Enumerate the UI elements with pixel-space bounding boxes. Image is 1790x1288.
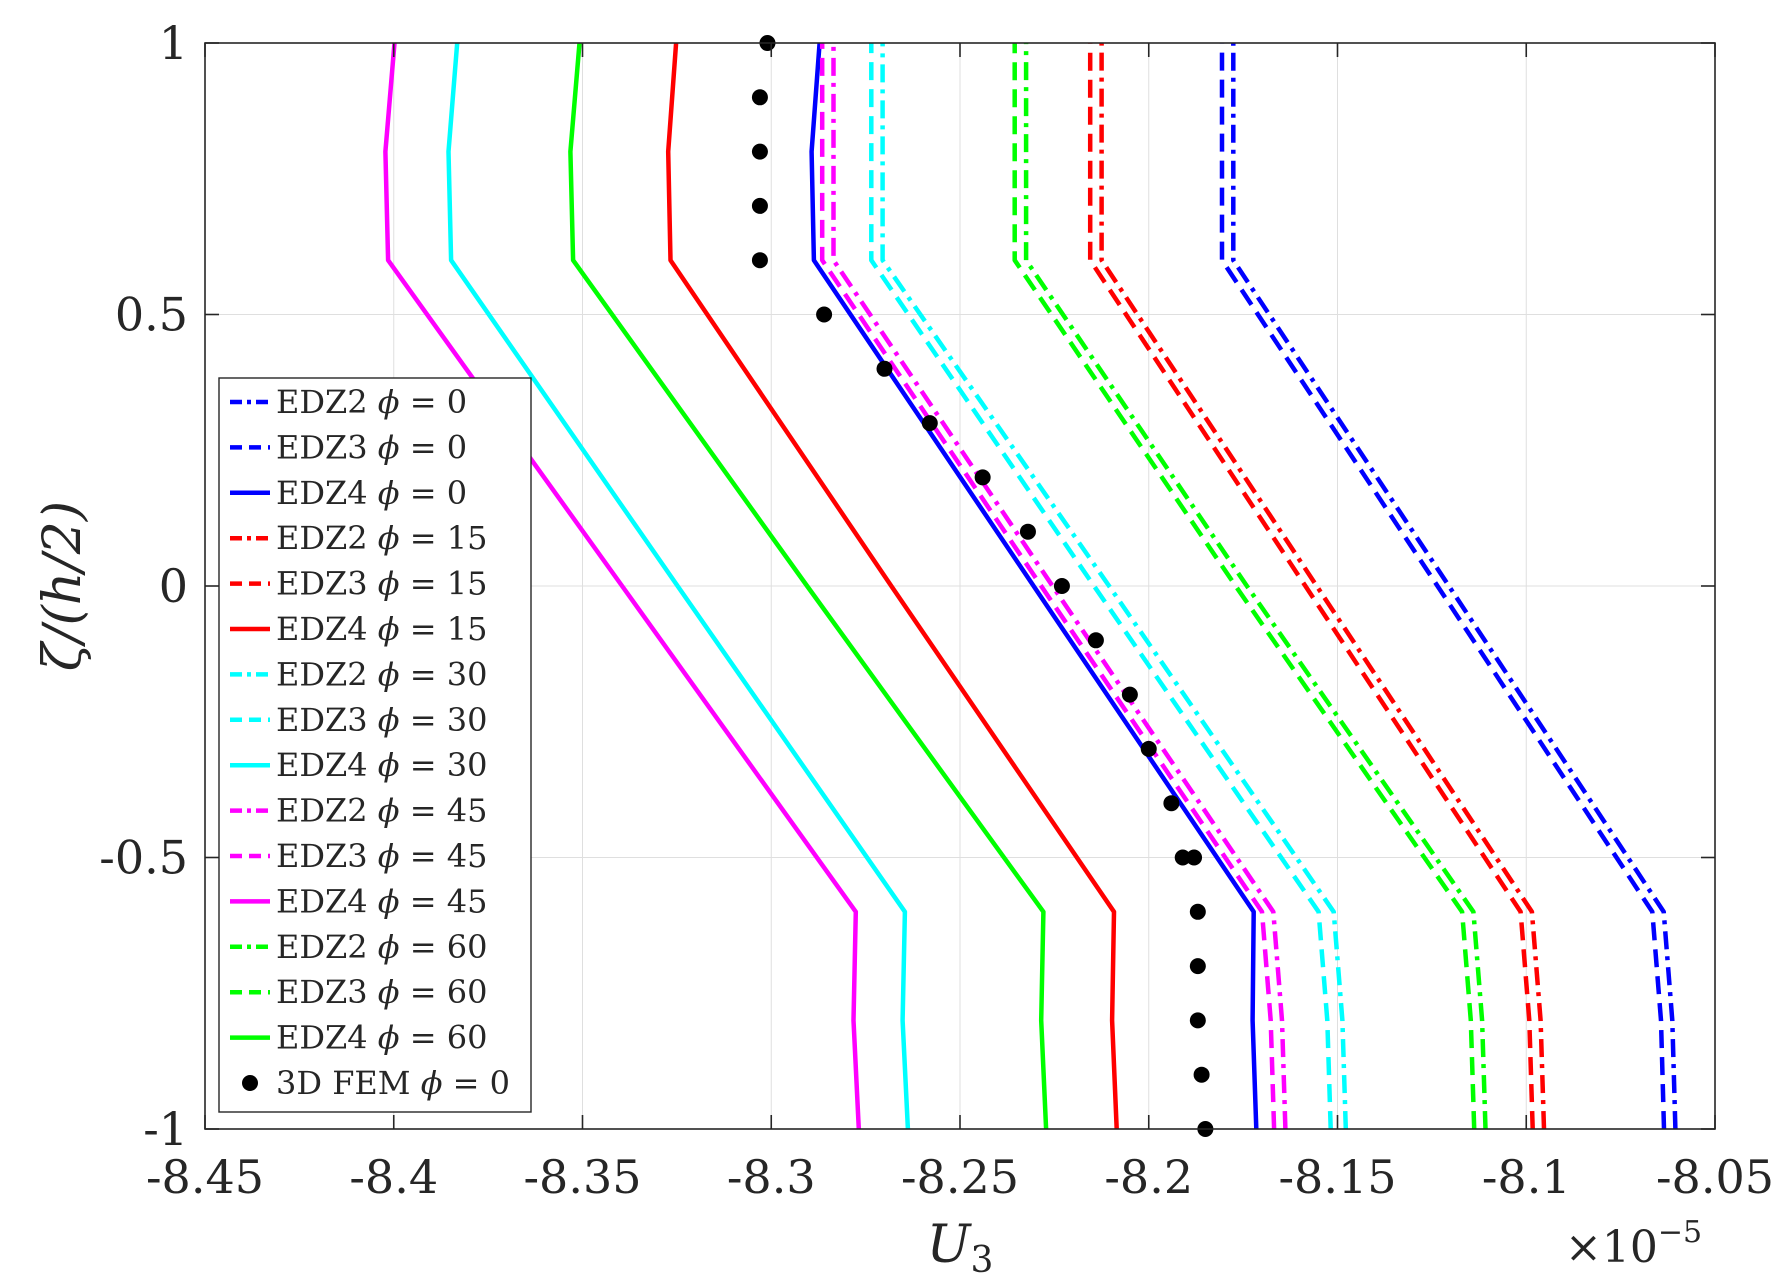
fem-data-point	[1163, 795, 1180, 812]
y-tick-label: 1	[159, 16, 188, 70]
fem-data-point	[1174, 849, 1191, 866]
legend-label: EDZ2 ϕ = 30	[276, 655, 487, 693]
fem-data-point	[876, 360, 893, 377]
fem-data-point	[1121, 686, 1138, 703]
legend-label: EDZ2 ϕ = 15	[276, 519, 487, 557]
legend: EDZ2 ϕ = 0 EDZ3 ϕ = 0 EDZ4 ϕ = 0 EDZ2 ϕ = 1…	[218, 377, 532, 1113]
tick-labels: -8.45 -8.4 -8.35 -8.3 -8.25 -8.2 -8.15 -8.1 -8.0…	[99, 16, 1774, 1204]
x-axis-title: U3	[927, 1215, 994, 1281]
series-line-edz3-0	[1219, 43, 1667, 1130]
x-tick-label: -8.15	[1279, 1150, 1397, 1204]
x-tick-label: -8.45	[146, 1150, 264, 1204]
legend-entry: EDZ3 ϕ = 60	[230, 973, 487, 1011]
series-line-edz4-0	[809, 42, 1259, 1130]
series-line-edz2-0	[1231, 43, 1678, 1130]
series-line-edz3-60	[1012, 43, 1477, 1130]
fem-data-point	[751, 143, 768, 160]
series-line-edz2-60	[1023, 43, 1488, 1130]
legend-label: 3D FEM ϕ = 0	[276, 1064, 510, 1102]
legend-entry: EDZ2 ϕ = 30	[230, 655, 487, 693]
legend-entry: EDZ4 ϕ = 30	[230, 746, 487, 784]
x-tick-label: -8.05	[1656, 1150, 1774, 1204]
legend-entry: EDZ3 ϕ = 30	[230, 701, 487, 739]
x-tick-label: -8.25	[901, 1150, 1019, 1204]
x-tick-label: -8.4	[349, 1150, 438, 1204]
y-tick-label: -1	[143, 1102, 188, 1156]
fem-data-point	[1193, 1066, 1210, 1083]
legend-label: EDZ3 ϕ = 0	[276, 428, 467, 466]
series-line-edz4-30	[446, 42, 911, 1130]
x-axis-exponent: ×10−5	[1565, 1215, 1702, 1273]
fem-data-point	[751, 252, 768, 269]
legend-entry: EDZ3 ϕ = 45	[230, 837, 487, 875]
legend-label: EDZ4 ϕ = 0	[276, 474, 467, 512]
series-line-edz2-30	[880, 43, 1349, 1130]
fem-data-point	[751, 89, 768, 106]
y-axis-title: ζ/(h/2)	[33, 501, 93, 671]
x-tick-label: -8.1	[1482, 1150, 1571, 1204]
legend-entry: EDZ3 ϕ = 0	[230, 428, 467, 466]
fem-data-point	[921, 415, 938, 432]
fem-data-point	[751, 197, 768, 214]
y-tick-label: 0	[159, 559, 188, 613]
series-line-edz2-15	[1099, 43, 1547, 1130]
fem-data-point	[1189, 903, 1206, 920]
legend-label: EDZ3 ϕ = 15	[276, 565, 487, 603]
legend-entry: EDZ2 ϕ = 15	[230, 519, 487, 557]
legend-entry: EDZ2 ϕ = 60	[230, 928, 487, 966]
legend-label: EDZ3 ϕ = 30	[276, 701, 487, 739]
series-line-edz3-15	[1087, 43, 1535, 1130]
legend-entry: EDZ4 ϕ = 0	[230, 474, 467, 512]
series-line-edz3-30	[869, 43, 1333, 1130]
legend-label: EDZ4 ϕ = 45	[276, 882, 487, 920]
series-line-edz4-15	[665, 42, 1119, 1130]
x-tick-label: -8.2	[1104, 1150, 1193, 1204]
legend-entry: EDZ2 ϕ = 0	[230, 383, 467, 421]
fem-data-point	[1140, 740, 1157, 757]
y-tick-label: 0.5	[115, 288, 188, 342]
y-tick-label: -0.5	[99, 831, 188, 885]
legend-label: EDZ4 ϕ = 60	[276, 1019, 487, 1057]
legend-entry: EDZ4 ϕ = 45	[230, 882, 487, 920]
legend-entry: EDZ3 ϕ = 15	[230, 565, 487, 603]
legend-marker	[242, 1075, 258, 1091]
series-layer	[383, 35, 1678, 1137]
fem-data-point	[1189, 958, 1206, 975]
series-3d-fem-0	[751, 35, 1214, 1137]
legend-entry: 3D FEM ϕ = 0	[242, 1064, 510, 1102]
fem-data-point	[974, 469, 991, 486]
legend-entry: EDZ2 ϕ = 45	[230, 792, 487, 830]
legend-label: EDZ4 ϕ = 15	[276, 610, 487, 648]
x-tick-label: -8.35	[524, 1150, 642, 1204]
legend-entry: EDZ4 ϕ = 15	[230, 610, 487, 648]
fem-data-point	[816, 306, 833, 323]
series-line-edz4-60	[568, 42, 1049, 1130]
fem-data-point	[1186, 849, 1203, 866]
fem-data-point	[1053, 578, 1070, 594]
legend-label: EDZ4 ϕ = 30	[276, 746, 487, 784]
legend-label: EDZ2 ϕ = 45	[276, 792, 487, 830]
series-line-edz4-45	[383, 42, 862, 1130]
x-tick-label: -8.3	[727, 1150, 816, 1204]
fem-data-point	[1019, 523, 1036, 540]
legend-label: EDZ3 ϕ = 45	[276, 837, 487, 875]
legend-entry: EDZ4 ϕ = 60	[230, 1019, 487, 1057]
legend-box	[218, 377, 532, 1113]
legend-label: EDZ3 ϕ = 60	[276, 973, 487, 1011]
legend-label: EDZ2 ϕ = 0	[276, 383, 467, 421]
legend-label: EDZ2 ϕ = 60	[276, 928, 487, 966]
fem-data-point	[1087, 632, 1104, 649]
fem-data-point	[1189, 1012, 1206, 1029]
ticks	[204, 42, 1716, 1130]
